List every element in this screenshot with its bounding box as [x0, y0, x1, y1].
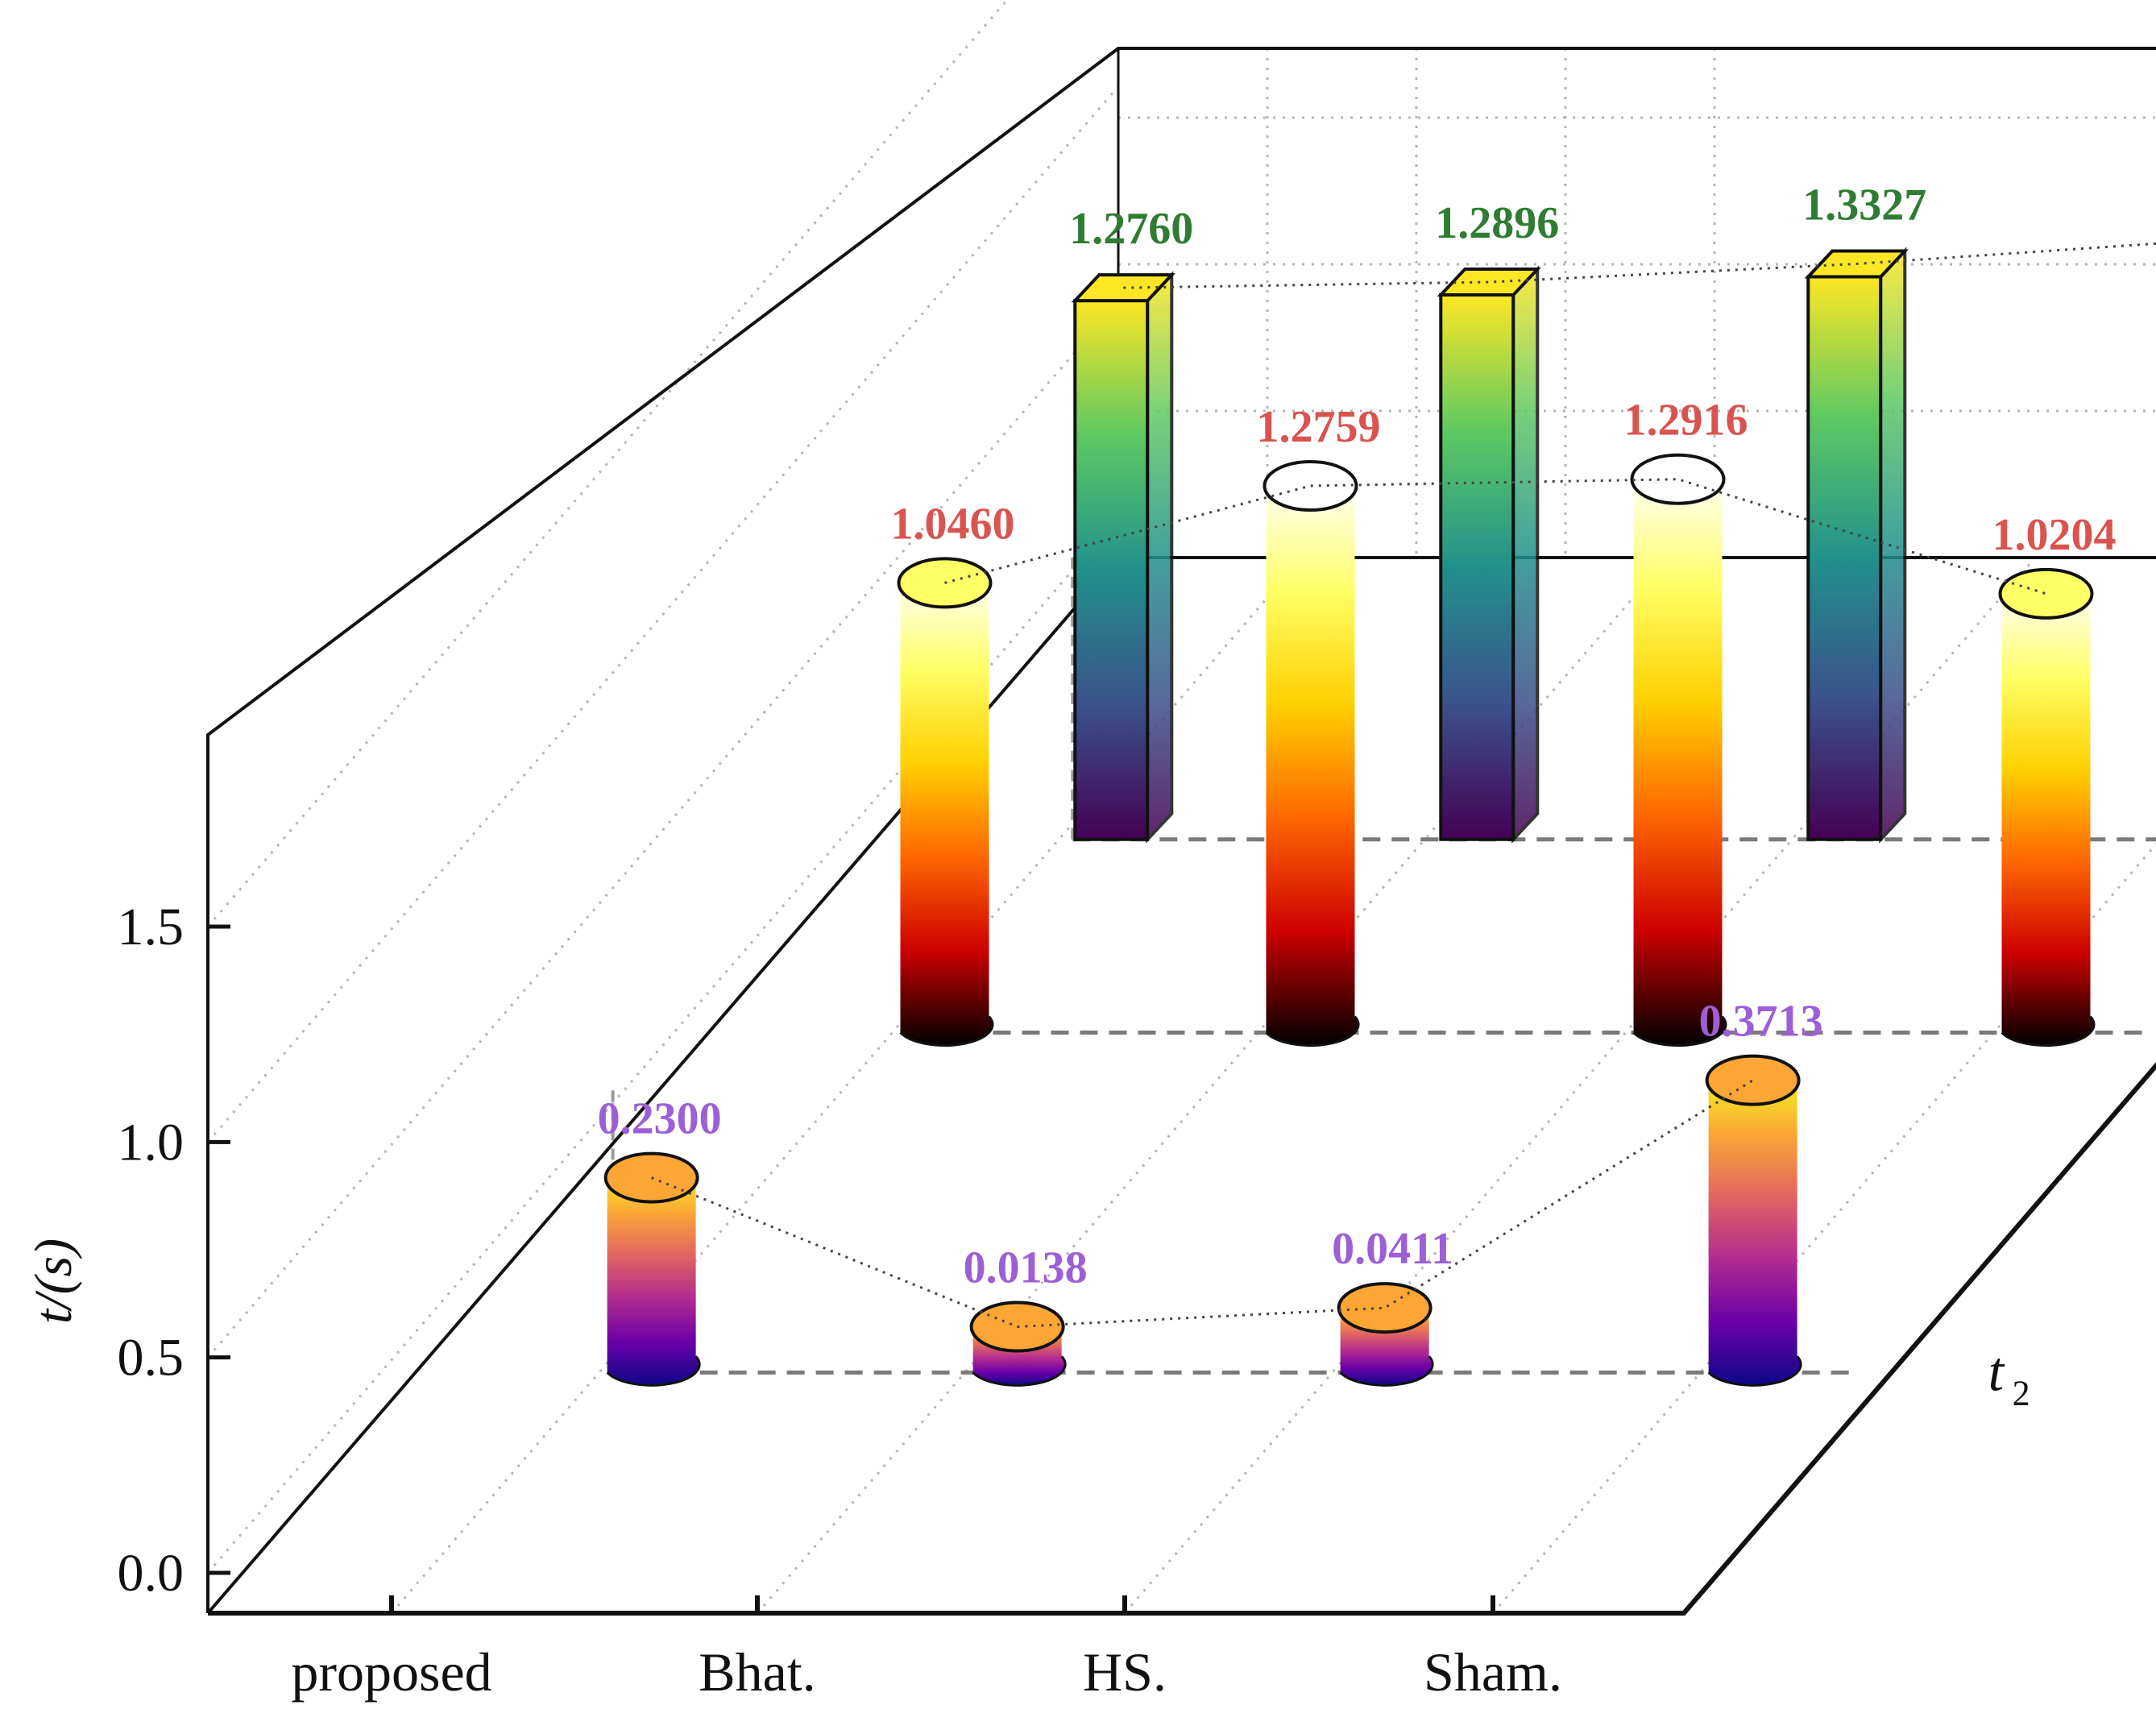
x-tick-label: HS. [1083, 1641, 1167, 1703]
bar-side-face [1879, 247, 1907, 844]
series-label-sub: 2 [2013, 1373, 2030, 1413]
bar-front-face [1439, 293, 1515, 841]
bar-t1-2 [1630, 453, 1727, 1047]
bar-t2-1 [969, 1300, 1067, 1387]
value-label-t2: 0.2300 [598, 1094, 722, 1144]
series-connector-t0 [1123, 242, 2156, 289]
y-tick-label: 0.5 [118, 1329, 185, 1388]
y-tick-label: 1.5 [118, 898, 185, 956]
value-label-t1: 1.2916 [1624, 396, 1748, 446]
bar-t0-2 [1804, 247, 1909, 844]
x-tick-label: Sham. [1424, 1641, 1562, 1703]
value-label-t2: 0.0411 [1332, 1224, 1453, 1274]
bar-cylinder-base [2001, 1015, 2096, 1047]
left-wall-gridline [206, 85, 1120, 1143]
series-connector-t2 [651, 1079, 1754, 1329]
bar-cylinder-base [1707, 1355, 1802, 1387]
bar-t2-0 [603, 1151, 701, 1387]
bar-cylinder-top [1263, 459, 1358, 512]
bar-cylinder-body [607, 1169, 700, 1386]
y-tick-label: 1.0 [118, 1113, 185, 1172]
y-axis-label: t/(s) [24, 1238, 83, 1324]
left-wall-gridline [206, 0, 1009, 927]
value-label-t0: 1.2760 [1069, 204, 1193, 254]
bar-cylinder-body [1708, 1072, 1802, 1386]
bar-top-face [1437, 268, 1541, 297]
bar-cylinder-body [1266, 477, 1359, 1046]
value-label-t1: 1.0460 [891, 499, 1015, 549]
bar-t2-2 [1337, 1282, 1434, 1387]
bars-layer [603, 242, 2156, 1387]
x-tick-label: Bhat. [699, 1641, 815, 1703]
series-label-main: t [1988, 1341, 2005, 1403]
bar-cylinder-top [1337, 1282, 1432, 1334]
bar-t1-0 [897, 557, 994, 1047]
bar-cylinder-base [1339, 1355, 1434, 1387]
bar-t1-1 [1263, 459, 1360, 1047]
floor-gridline [1491, 842, 2156, 1614]
bar-cylinder-top [1998, 567, 2094, 620]
bar-cylinder-top [1630, 453, 1726, 505]
left-wall-gridline [206, 301, 1120, 1359]
y-tick-label: 0.0 [118, 1544, 185, 1603]
bar-front-face [1806, 275, 1883, 841]
bar-cylinder-body [2001, 585, 2095, 1046]
x-tick-label: proposed [291, 1641, 491, 1703]
bar-cylinder-base [1265, 1015, 1360, 1047]
bar-side-face [1146, 271, 1174, 844]
bar-cylinder-body [900, 575, 993, 1046]
floor-outline [208, 1062, 2156, 1616]
bar-t0-0 [1071, 271, 1175, 844]
bar-cylinder-base [606, 1355, 701, 1387]
value-label-t2: 0.3713 [1699, 997, 1823, 1047]
bar-side-face [1511, 264, 1540, 844]
value-label-t0: 1.3327 [1802, 180, 1926, 230]
bar-cylinder-body [1633, 471, 1727, 1046]
bar-cylinder-base [972, 1355, 1067, 1387]
bar-t0-1 [1437, 264, 1541, 844]
value-label-t1: 1.2759 [1257, 402, 1381, 452]
bar-cylinder-top [1705, 1054, 1801, 1106]
bar-t1-3 [1998, 567, 2096, 1047]
bar-cylinder-base [1632, 1015, 1727, 1047]
bar-cylinder-base [899, 1015, 994, 1047]
text-layer: t/(s) 0.0 0.5 1.0 1.5 proposed Bhat. HS. Sham. t… [24, 180, 2117, 1703]
value-label-t0: 1.2896 [1435, 198, 1559, 248]
value-label-t1: 1.0204 [1992, 510, 2117, 560]
bar-t2-3 [1705, 1054, 1802, 1387]
value-label-t2: 0.0138 [964, 1243, 1088, 1293]
bar-front-face [1073, 299, 1150, 841]
